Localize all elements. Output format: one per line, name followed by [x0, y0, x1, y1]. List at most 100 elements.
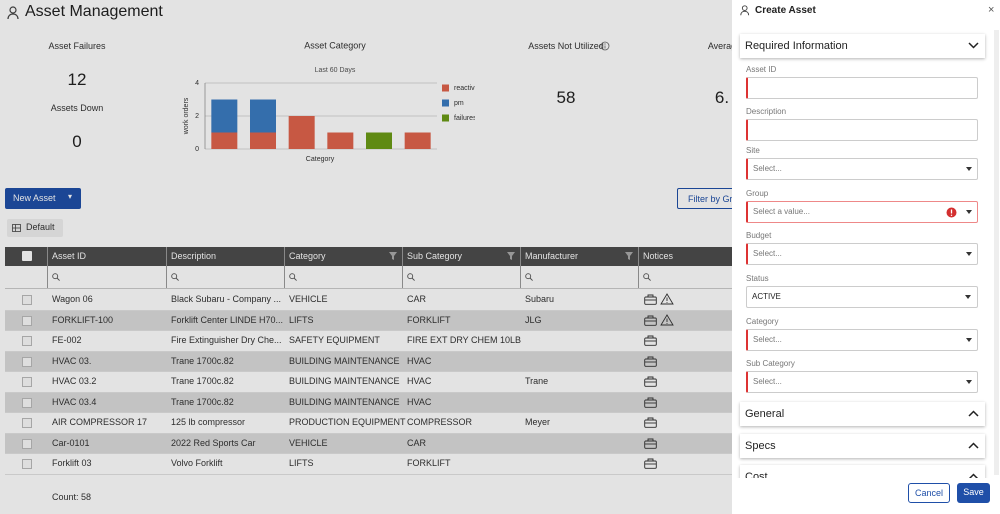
- search-icon: [525, 273, 533, 281]
- view-label: Default: [26, 222, 55, 232]
- kpi-label: Assets Not Utilized: [528, 41, 604, 51]
- column-divider: [402, 247, 403, 288]
- table-cell: FIRE EXT DRY CHEM 10LB: [407, 335, 522, 345]
- kpi-value: 6.: [714, 88, 730, 107]
- column-divider: [284, 247, 285, 288]
- kpi-value: 0: [72, 132, 82, 151]
- form-field[interactable]: Select...: [746, 371, 978, 393]
- toolbox-icon: [644, 417, 657, 428]
- field-placeholder: Select...: [753, 335, 782, 344]
- table-header: [5, 247, 732, 266]
- header-checkbox[interactable]: [22, 251, 32, 261]
- row-checkbox[interactable]: [22, 377, 32, 387]
- toolbox-icon: [644, 397, 657, 408]
- column-divider: [166, 247, 167, 288]
- column-header[interactable]: Asset ID: [52, 251, 87, 261]
- field-placeholder: Select...: [753, 377, 782, 386]
- table-cell: Forklift 03: [52, 458, 92, 468]
- main-area: Asset Management Asset Category Last 60 D…: [5, 3, 732, 502]
- table-cell: PRODUCTION EQUIPMENT: [289, 417, 406, 427]
- cancel-button[interactable]: Cancel: [908, 483, 950, 503]
- table-cell: Black Subaru - Company ...: [171, 294, 282, 304]
- row-checkbox[interactable]: [22, 336, 32, 346]
- form-field[interactable]: ACTIVE: [746, 286, 978, 308]
- search-icon: [643, 273, 651, 281]
- y-tick-label: 4: [195, 80, 199, 87]
- table-cell: FORKLIFT: [407, 314, 451, 325]
- form-field[interactable]: [746, 77, 978, 99]
- table-cell: HVAC: [407, 376, 432, 386]
- view-chip[interactable]: Default: [7, 219, 63, 237]
- column-divider: [520, 247, 521, 288]
- table-row: [5, 351, 732, 372]
- table-cell: Trane 1700c.82: [171, 396, 234, 407]
- row-checkbox[interactable]: [22, 295, 32, 305]
- row-checkbox[interactable]: [22, 356, 32, 367]
- warning-icon: [660, 313, 674, 325]
- button-label: Cancel: [914, 488, 943, 498]
- chart: Asset Category Last 60 Days Category work o…: [183, 40, 475, 163]
- column-header[interactable]: Description: [171, 251, 217, 261]
- field-label: Status: [746, 274, 769, 283]
- filter-button[interactable]: Filter by Gr: [677, 188, 732, 209]
- form-field[interactable]: Select a value...: [746, 201, 978, 223]
- form-field[interactable]: Select...: [746, 243, 978, 265]
- column-header[interactable]: Manufacturer: [525, 251, 579, 261]
- section-header[interactable]: General: [740, 402, 985, 426]
- y-tick-label: 2: [195, 113, 199, 120]
- table-row: [5, 310, 732, 331]
- section-header[interactable]: Specs: [740, 434, 985, 458]
- section-header[interactable]: Required Information: [740, 34, 985, 58]
- bar-segment: [250, 132, 276, 149]
- kpi-label: Asset Failures: [48, 41, 106, 51]
- row-checkbox[interactable]: [22, 438, 32, 449]
- table-cell: FORKLIFT: [407, 458, 451, 468]
- row-checkbox[interactable]: [22, 459, 32, 469]
- table-cell: Wagon 06: [52, 294, 93, 304]
- table-row: [5, 331, 732, 352]
- table-cell: HVAC 03.2: [52, 376, 97, 386]
- table-cell: CAR: [407, 294, 427, 304]
- table-cell: COMPRESSOR: [407, 417, 473, 427]
- form-field[interactable]: [746, 119, 978, 141]
- field-placeholder: Select...: [753, 164, 782, 173]
- save-button[interactable]: Save: [957, 483, 990, 503]
- table-cell: Trane 1700c.82: [171, 376, 234, 386]
- x-axis-label: Category: [306, 156, 335, 163]
- button-label: New Asset: [13, 193, 56, 203]
- form-field[interactable]: Select...: [746, 158, 978, 180]
- info-icon: [600, 41, 610, 51]
- field-label: Group: [746, 189, 769, 198]
- field-placeholder: Select...: [753, 249, 782, 258]
- dropdown-caret: [966, 252, 972, 256]
- table-cell: HVAC: [407, 396, 432, 407]
- table-cell: Subaru: [525, 294, 555, 304]
- table-row: [5, 413, 732, 434]
- y-tick-label: 0: [195, 146, 199, 153]
- legend-label: pm: [454, 100, 464, 107]
- row-checkbox[interactable]: [22, 397, 32, 408]
- table-row: [5, 433, 732, 454]
- column-header[interactable]: Notices: [643, 251, 674, 261]
- field-label: Sub Category: [746, 359, 795, 368]
- bar-segment: [366, 132, 392, 149]
- filter-row: [5, 288, 732, 289]
- column-header[interactable]: Category: [289, 251, 326, 261]
- form-field[interactable]: Select...: [746, 329, 978, 351]
- column-header[interactable]: Sub Category: [407, 251, 463, 261]
- row-checkbox[interactable]: [22, 315, 32, 326]
- row-checkbox[interactable]: [22, 418, 32, 428]
- field-label: Asset ID: [746, 65, 777, 74]
- chevron: [968, 410, 979, 417]
- legend-label: reactive: [454, 85, 475, 92]
- table-cell: Volvo Forklift: [171, 458, 223, 468]
- close-button[interactable]: ×: [988, 4, 995, 16]
- table-cell: BUILDING MAINTENANCE: [289, 396, 400, 407]
- new-asset-button[interactable]: New Asset ▾: [5, 188, 81, 209]
- table-cell: Trane 1700c.82: [171, 355, 234, 366]
- search-icon: [407, 273, 415, 281]
- table-cell: LIFTS: [289, 458, 314, 468]
- create-panel: Create Asset × Required Information Asset…: [732, 0, 1000, 514]
- table-cell: HVAC: [407, 355, 432, 366]
- table-cell: FE-002: [52, 335, 82, 345]
